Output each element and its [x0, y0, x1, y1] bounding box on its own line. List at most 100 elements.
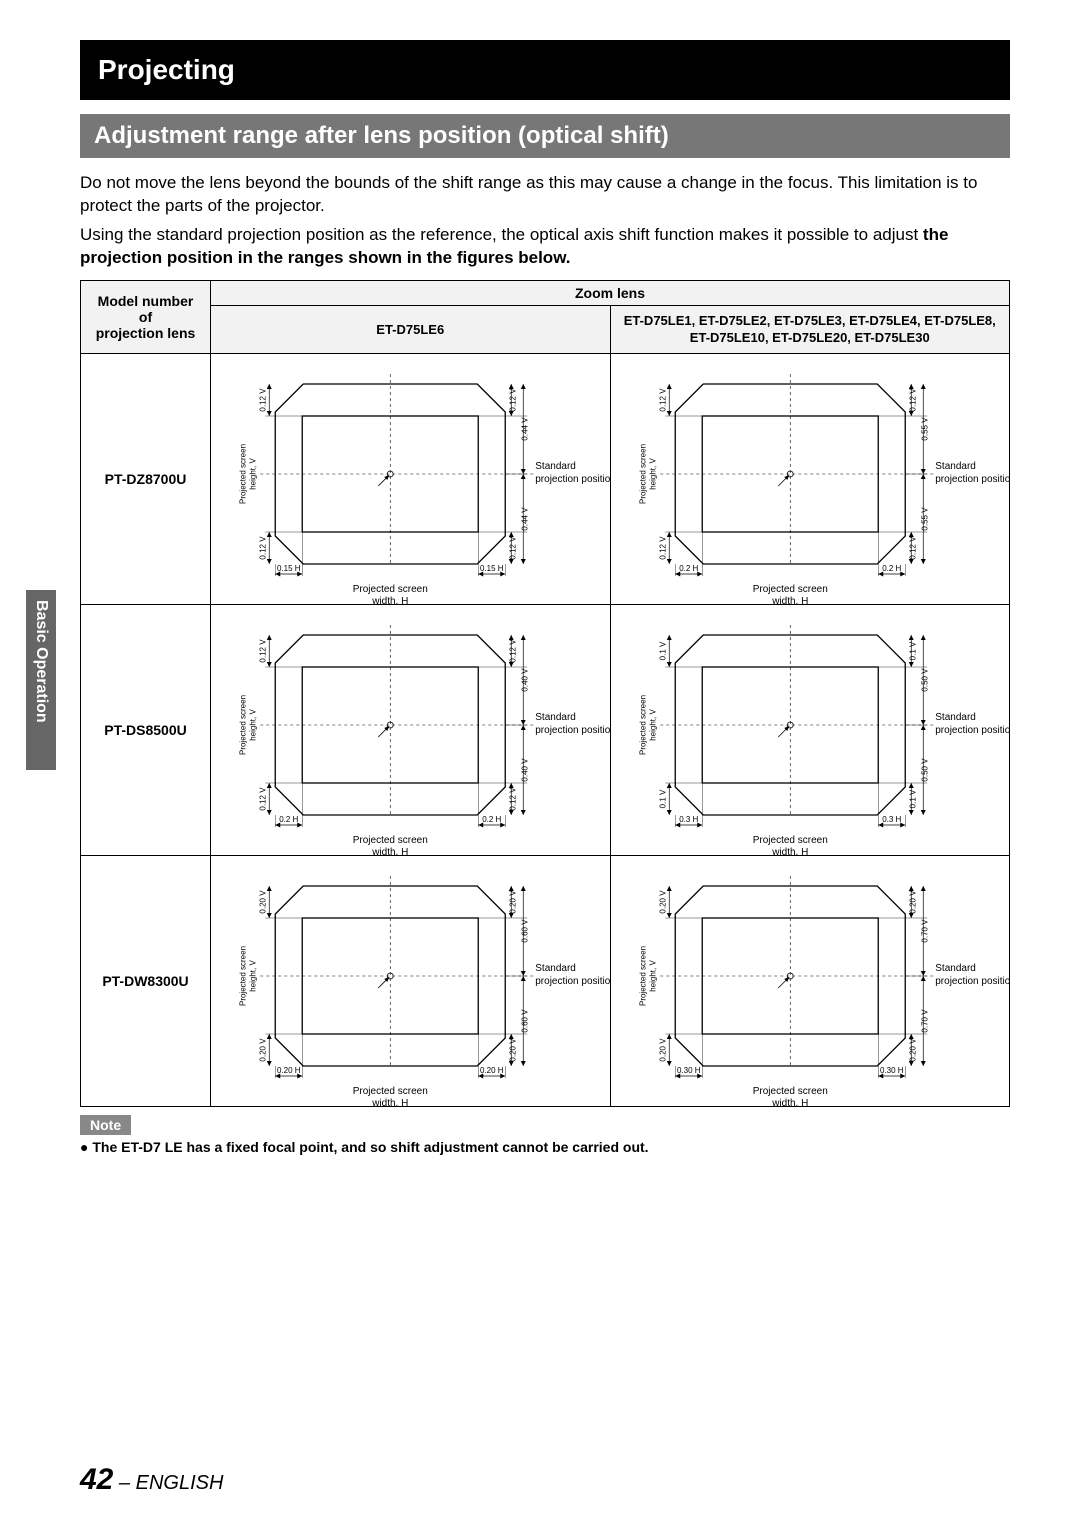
svg-text:0.50 V: 0.50 V [920, 758, 929, 782]
svg-text:width, H: width, H [371, 1098, 408, 1106]
svg-text:0.2 H: 0.2 H [679, 564, 698, 573]
th-model: Model number of projection lens [81, 280, 211, 353]
note-text: ● The ET-D7 LE has a fixed focal point, … [80, 1139, 1010, 1155]
svg-text:0.44 V: 0.44 V [520, 507, 529, 531]
svg-text:height, V: height, V [648, 708, 657, 740]
svg-text:0.20 H: 0.20 H [480, 1066, 504, 1075]
svg-text:0.1 V: 0.1 V [908, 789, 917, 808]
shift-diagram: 0.12 V0.12 V0.12 V0.40 V0.12 V0.40 V0.2 … [211, 605, 610, 855]
svg-text:Projected screen: Projected screen [353, 584, 428, 595]
svg-text:Standard: Standard [535, 461, 576, 472]
svg-text:width, H: width, H [371, 596, 408, 604]
svg-text:Projected screen: Projected screen [752, 584, 827, 595]
shift-diagram: 0.20 V0.20 V0.20 V0.60 V0.20 V0.60 V0.20… [211, 856, 610, 1106]
svg-text:0.20 V: 0.20 V [658, 1038, 667, 1062]
svg-text:projection position: projection position [535, 976, 609, 987]
svg-text:Projected screen: Projected screen [638, 946, 647, 1006]
svg-text:projection position: projection position [935, 474, 1009, 485]
svg-text:width, H: width, H [771, 1098, 808, 1106]
svg-text:Standard: Standard [535, 712, 576, 723]
th-zoom: Zoom lens [211, 280, 1010, 305]
th-lens-2: ET-D75LE1, ET-D75LE2, ET-D75LE3, ET-D75L… [610, 305, 1010, 353]
svg-text:0.20 V: 0.20 V [258, 1038, 267, 1062]
svg-text:0.50 V: 0.50 V [920, 668, 929, 692]
svg-text:0.60 V: 0.60 V [520, 1009, 529, 1033]
svg-text:0.12 V: 0.12 V [658, 388, 667, 412]
page-header: Projecting [80, 40, 1010, 100]
model-label: PT-DZ8700U [81, 353, 211, 604]
svg-text:0.1 V: 0.1 V [658, 641, 667, 660]
svg-text:Projected screen: Projected screen [238, 695, 247, 755]
svg-text:width, H: width, H [371, 847, 408, 855]
note-label: Note [80, 1115, 131, 1135]
svg-text:Standard: Standard [535, 963, 576, 974]
svg-text:Projected screen: Projected screen [752, 1086, 827, 1097]
svg-text:0.20 H: 0.20 H [277, 1066, 301, 1075]
svg-text:Projected screen: Projected screen [638, 444, 647, 504]
svg-text:0.60 V: 0.60 V [520, 919, 529, 943]
svg-text:0.20 V: 0.20 V [908, 1038, 917, 1062]
svg-text:0.30 H: 0.30 H [676, 1066, 700, 1075]
svg-text:Standard: Standard [935, 461, 976, 472]
th-lens-1: ET-D75LE6 [211, 305, 611, 353]
svg-text:height, V: height, V [648, 457, 657, 489]
svg-text:width, H: width, H [771, 847, 808, 855]
svg-text:0.15 H: 0.15 H [480, 564, 504, 573]
svg-text:Standard: Standard [935, 963, 976, 974]
svg-text:Projected screen: Projected screen [353, 835, 428, 846]
svg-text:Projected screen: Projected screen [752, 835, 827, 846]
side-tab: Basic Operation [26, 590, 56, 770]
model-label: PT-DW8300U [81, 855, 211, 1106]
svg-text:0.12 V: 0.12 V [508, 536, 517, 560]
svg-text:height, V: height, V [648, 959, 657, 991]
svg-text:height, V: height, V [248, 708, 257, 740]
svg-text:0.55 V: 0.55 V [920, 507, 929, 531]
svg-text:0.20 V: 0.20 V [508, 890, 517, 914]
svg-text:0.20 V: 0.20 V [508, 1038, 517, 1062]
svg-text:0.20 V: 0.20 V [658, 890, 667, 914]
svg-text:Projected screen: Projected screen [238, 946, 247, 1006]
shift-diagram: 0.1 V0.1 V0.1 V0.50 V0.1 V0.50 V0.3 H0.3… [611, 605, 1010, 855]
section-header: Adjustment range after lens position (op… [80, 114, 1010, 158]
svg-text:0.2 H: 0.2 H [482, 815, 501, 824]
svg-text:projection position: projection position [535, 474, 609, 485]
svg-text:0.70 V: 0.70 V [920, 1009, 929, 1033]
svg-text:0.12 V: 0.12 V [508, 787, 517, 811]
svg-text:0.12 V: 0.12 V [908, 388, 917, 412]
svg-text:height, V: height, V [248, 457, 257, 489]
table-row: PT-DZ8700U 0.12 V0.12 V0.12 V0.44 V0.12 … [81, 353, 1010, 604]
intro-paragraph-1: Do not move the lens beyond the bounds o… [80, 172, 1010, 218]
svg-text:0.12 V: 0.12 V [258, 639, 267, 663]
svg-text:0.12 V: 0.12 V [908, 536, 917, 560]
svg-text:Projected screen: Projected screen [638, 695, 647, 755]
svg-text:0.40 V: 0.40 V [520, 668, 529, 692]
page-number: 42 [80, 1463, 113, 1496]
svg-text:projection position: projection position [935, 976, 1009, 987]
svg-text:0.70 V: 0.70 V [920, 919, 929, 943]
shift-diagram: 0.12 V0.12 V0.12 V0.44 V0.12 V0.44 V0.15… [211, 354, 610, 604]
svg-text:0.15 H: 0.15 H [277, 564, 301, 573]
svg-text:0.12 V: 0.12 V [258, 388, 267, 412]
shift-diagram: 0.12 V0.12 V0.12 V0.55 V0.12 V0.55 V0.2 … [611, 354, 1010, 604]
model-label: PT-DS8500U [81, 604, 211, 855]
svg-text:Projected screen: Projected screen [238, 444, 247, 504]
svg-text:0.1 V: 0.1 V [908, 641, 917, 660]
table-row: PT-DS8500U 0.12 V0.12 V0.12 V0.40 V0.12 … [81, 604, 1010, 855]
lens-shift-table: Model number of projection lens Zoom len… [80, 280, 1010, 1107]
svg-text:Standard: Standard [935, 712, 976, 723]
svg-text:0.3 H: 0.3 H [882, 815, 901, 824]
svg-text:height, V: height, V [248, 959, 257, 991]
svg-text:projection position: projection position [935, 725, 1009, 736]
intro-paragraph-2: Using the standard projection position a… [80, 224, 1010, 270]
svg-text:projection position: projection position [535, 725, 609, 736]
svg-text:0.55 V: 0.55 V [920, 417, 929, 441]
footer-lang: – ENGLISH [113, 1472, 223, 1494]
svg-text:0.40 V: 0.40 V [520, 758, 529, 782]
table-row: PT-DW8300U 0.20 V0.20 V0.20 V0.60 V0.20 … [81, 855, 1010, 1106]
svg-text:0.12 V: 0.12 V [508, 639, 517, 663]
svg-text:0.30 H: 0.30 H [879, 1066, 903, 1075]
svg-text:0.12 V: 0.12 V [258, 536, 267, 560]
svg-text:0.12 V: 0.12 V [258, 787, 267, 811]
svg-text:0.44 V: 0.44 V [520, 417, 529, 441]
svg-text:0.12 V: 0.12 V [508, 388, 517, 412]
